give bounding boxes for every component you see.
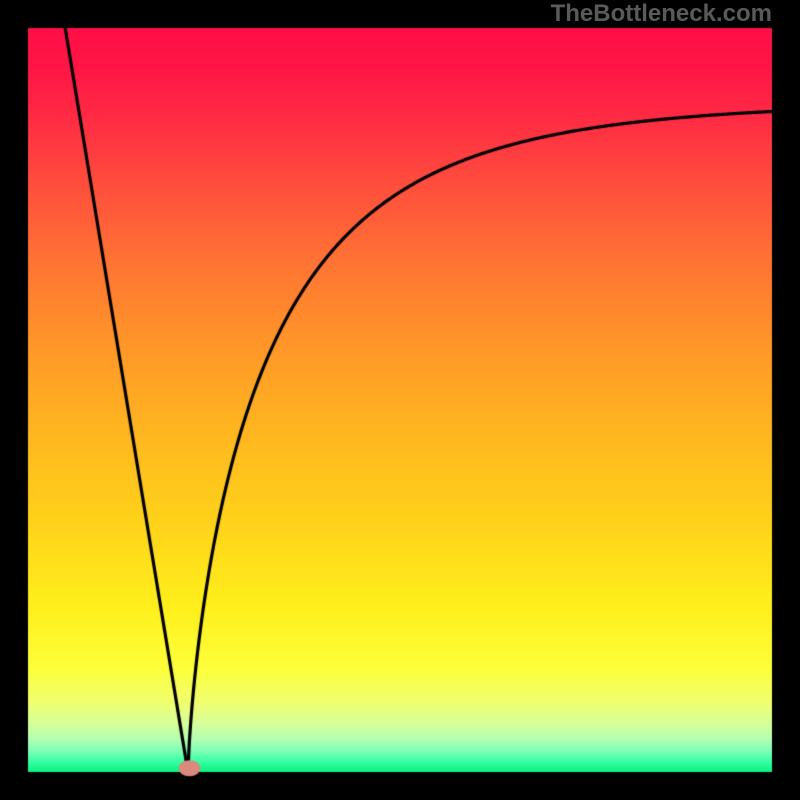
chart-container: TheBottleneck.com xyxy=(0,0,800,800)
watermark-label: TheBottleneck.com xyxy=(551,0,772,28)
bottleneck-chart-canvas xyxy=(0,0,800,800)
